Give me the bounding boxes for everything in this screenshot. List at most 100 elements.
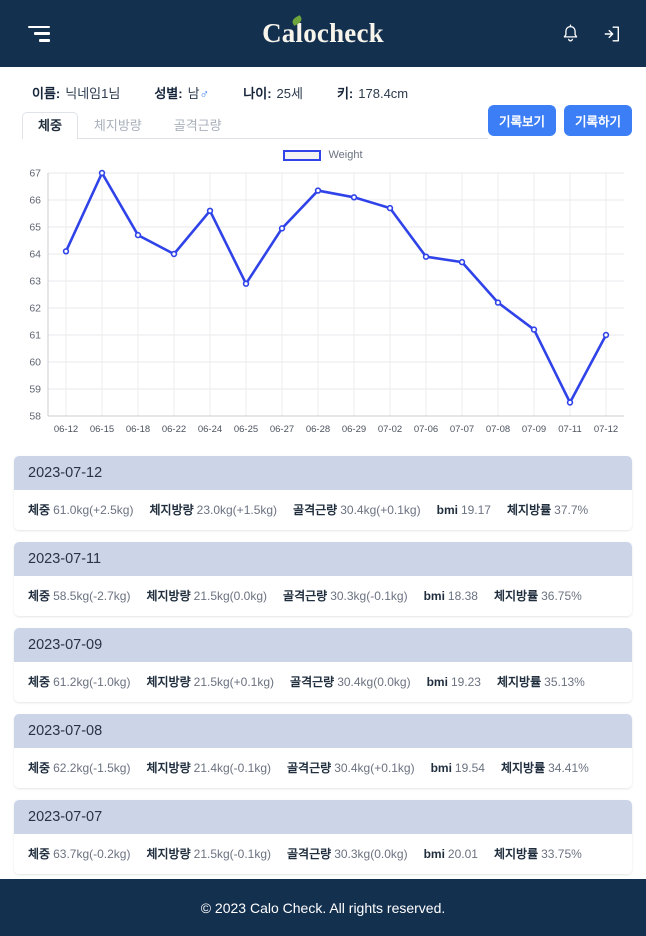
record-metric-value: 18.38 xyxy=(447,588,478,603)
record-card[interactable]: 2023-07-07 체중 63.7kg(-0.2kg) 체지방량 21.5kg(-0.… xyxy=(14,800,632,874)
record-metric: 체중 61.0kg(+2.5kg) xyxy=(28,501,133,518)
chart-svg: 58 59 60 61 62 63 64 65 66 67 06-12 06-15 06-18 06-22… xyxy=(29,168,624,435)
record-metric: 체지방량 21.4kg(-0.1kg) xyxy=(146,759,271,776)
svg-text:07-06: 07-06 xyxy=(414,424,438,435)
record-card-list: 2023-07-12 체중 61.0kg(+2.5kg) 체지방량 23.0kg(+1.… xyxy=(0,440,646,879)
record-metric: 체지방량 21.5kg(0.0kg) xyxy=(146,587,267,604)
record-metric: 골격근량 30.3kg(-0.1kg) xyxy=(283,587,408,604)
record-metric-value: 21.5kg(-0.1kg) xyxy=(193,847,272,861)
record-card-metrics: 체중 63.7kg(-0.2kg) 체지방량 21.5kg(-0.1kg) 골격근량 30… xyxy=(14,834,632,874)
record-metric-value: 37.7% xyxy=(554,503,589,517)
record-metric-label: 체지방률 xyxy=(493,589,539,603)
hamburger-menu-icon[interactable] xyxy=(28,25,50,42)
record-metric-label: bmi xyxy=(426,674,448,689)
view-records-button[interactable]: 기록보기 xyxy=(487,105,556,136)
record-metric-value: 19.54 xyxy=(454,760,485,775)
record-metric-label: 체지방률 xyxy=(496,675,542,689)
record-metric-value: 19.23 xyxy=(450,674,481,689)
tab-weight[interactable]: 체중 xyxy=(22,112,78,139)
svg-text:64: 64 xyxy=(29,249,41,261)
svg-text:06-18: 06-18 xyxy=(126,424,150,435)
chart-legend: Weight xyxy=(10,149,636,161)
tab-body-fat-mass[interactable]: 체지방량 xyxy=(93,118,142,133)
tab-skeletal-muscle-mass[interactable]: 골격근량 xyxy=(173,118,222,133)
svg-text:67: 67 xyxy=(29,168,41,180)
profile-field: 이름: 닉네임1님 xyxy=(32,83,120,102)
record-metric-value: 30.4kg(+0.1kg) xyxy=(340,503,421,517)
record-card-date: 2023-07-12 xyxy=(14,456,632,490)
record-card-date: 2023-07-08 xyxy=(14,714,632,748)
record-card-date: 2023-07-09 xyxy=(14,628,632,662)
record-card[interactable]: 2023-07-09 체중 61.2kg(-1.0kg) 체지방량 21.5kg(+0.… xyxy=(14,628,632,702)
record-metric-value: 58.5kg(-2.7kg) xyxy=(53,589,131,603)
profile-field-value: 닉네임1님 xyxy=(65,86,121,101)
record-metric-label: 골격근량 xyxy=(287,847,332,861)
record-metric-label: 체지방량 xyxy=(146,847,191,861)
record-metric-label: bmi xyxy=(436,502,458,517)
record-card-date: 2023-07-07 xyxy=(14,800,632,834)
profile-field-label: 이름: xyxy=(32,86,61,101)
record-metric-value: 30.3kg(-0.1kg) xyxy=(330,589,408,603)
record-metric-value: 63.7kg(-0.2kg) xyxy=(53,847,131,861)
record-metric-label: 골격근량 xyxy=(287,761,332,775)
profile-field-label: 나이: xyxy=(243,86,272,101)
profile-field-label: 성별: xyxy=(154,86,183,101)
record-metric-label: 체지방률 xyxy=(506,503,552,517)
record-metric: 체지방량 21.5kg(+0.1kg) xyxy=(146,673,274,690)
record-metric: bmi 20.01 xyxy=(424,847,478,861)
record-card-date: 2023-07-11 xyxy=(14,542,632,576)
record-metric: 체지방량 21.5kg(-0.1kg) xyxy=(146,845,271,862)
record-metric-label: bmi xyxy=(423,588,445,603)
header-actions xyxy=(561,24,622,44)
record-action-buttons: 기록보기 기록하기 xyxy=(487,105,632,139)
app-footer: © 2023 Calo Check. All rights reserved. xyxy=(0,879,646,936)
logout-icon[interactable] xyxy=(602,24,622,44)
record-metric-value: 21.4kg(-0.1kg) xyxy=(193,761,272,775)
svg-text:07-07: 07-07 xyxy=(450,424,474,435)
record-metric-label: 골격근량 xyxy=(283,589,328,603)
svg-text:06-22: 06-22 xyxy=(162,424,186,435)
record-card[interactable]: 2023-07-12 체중 61.0kg(+2.5kg) 체지방량 23.0kg(+1.… xyxy=(14,456,632,530)
notification-bell-icon[interactable] xyxy=(561,24,580,44)
record-metric-value: 62.2kg(-1.5kg) xyxy=(53,761,131,775)
record-metric: bmi 19.54 xyxy=(431,761,485,775)
record-metric-label: 체중 xyxy=(28,675,51,689)
svg-text:62: 62 xyxy=(29,303,41,315)
record-metric-value: 23.0kg(+1.5kg) xyxy=(196,503,278,517)
svg-text:07-11: 07-11 xyxy=(558,424,582,435)
svg-text:07-02: 07-02 xyxy=(378,424,402,435)
record-metric: 체중 58.5kg(-2.7kg) xyxy=(28,587,130,604)
record-metric-label: 골격근량 xyxy=(290,675,335,689)
record-metric: 체지방률 37.7% xyxy=(507,501,588,518)
svg-text:07-12: 07-12 xyxy=(594,424,618,435)
record-metric-value: 33.75% xyxy=(541,847,582,861)
legend-swatch-weight xyxy=(283,149,322,161)
record-metric-value: 61.2kg(-1.0kg) xyxy=(53,675,131,689)
svg-text:07-09: 07-09 xyxy=(522,424,546,435)
record-metric-value: 61.0kg(+2.5kg) xyxy=(53,503,134,517)
svg-text:66: 66 xyxy=(29,195,41,207)
record-metric-label: 체중 xyxy=(28,589,51,603)
record-metric: 체지방률 33.75% xyxy=(494,845,582,862)
record-metric: 체중 62.2kg(-1.5kg) xyxy=(28,759,130,776)
tabs-and-actions-row: 체중 체지방량 골격근량 기록보기 기록하기 xyxy=(0,105,646,139)
record-card[interactable]: 2023-07-08 체중 62.2kg(-1.5kg) 체지방량 21.4kg(-0.… xyxy=(14,714,632,788)
record-metric-label: 체중 xyxy=(28,503,51,517)
record-metric-label: bmi xyxy=(430,760,452,775)
svg-text:07-08: 07-08 xyxy=(486,424,510,435)
record-metric: 골격근량 30.4kg(+0.1kg) xyxy=(293,501,421,518)
record-metric: 체중 61.2kg(-1.0kg) xyxy=(28,673,130,690)
app-logo[interactable]: Calocheck xyxy=(262,15,384,48)
app-logo-text: Calocheck xyxy=(262,18,384,48)
record-metric: 체지방률 34.41% xyxy=(501,759,589,776)
svg-text:06-29: 06-29 xyxy=(342,424,366,435)
record-card-metrics: 체중 61.2kg(-1.0kg) 체지방량 21.5kg(+0.1kg) 골격근량 30… xyxy=(14,662,632,702)
add-record-button[interactable]: 기록하기 xyxy=(563,105,632,136)
gender-symbol-icon: ♂ xyxy=(199,86,210,101)
record-card[interactable]: 2023-07-11 체중 58.5kg(-2.7kg) 체지방량 21.5kg(0.0… xyxy=(14,542,632,616)
record-metric-label: 체지방량 xyxy=(146,675,191,689)
record-metric-label: 체중 xyxy=(28,847,51,861)
profile-info-bar: 이름: 닉네임1님 성별: 남♂ 나이: 25세 키: 178.4cm xyxy=(0,67,646,108)
record-metric-label: 골격근량 xyxy=(293,503,338,517)
legend-label-weight: Weight xyxy=(328,149,363,161)
